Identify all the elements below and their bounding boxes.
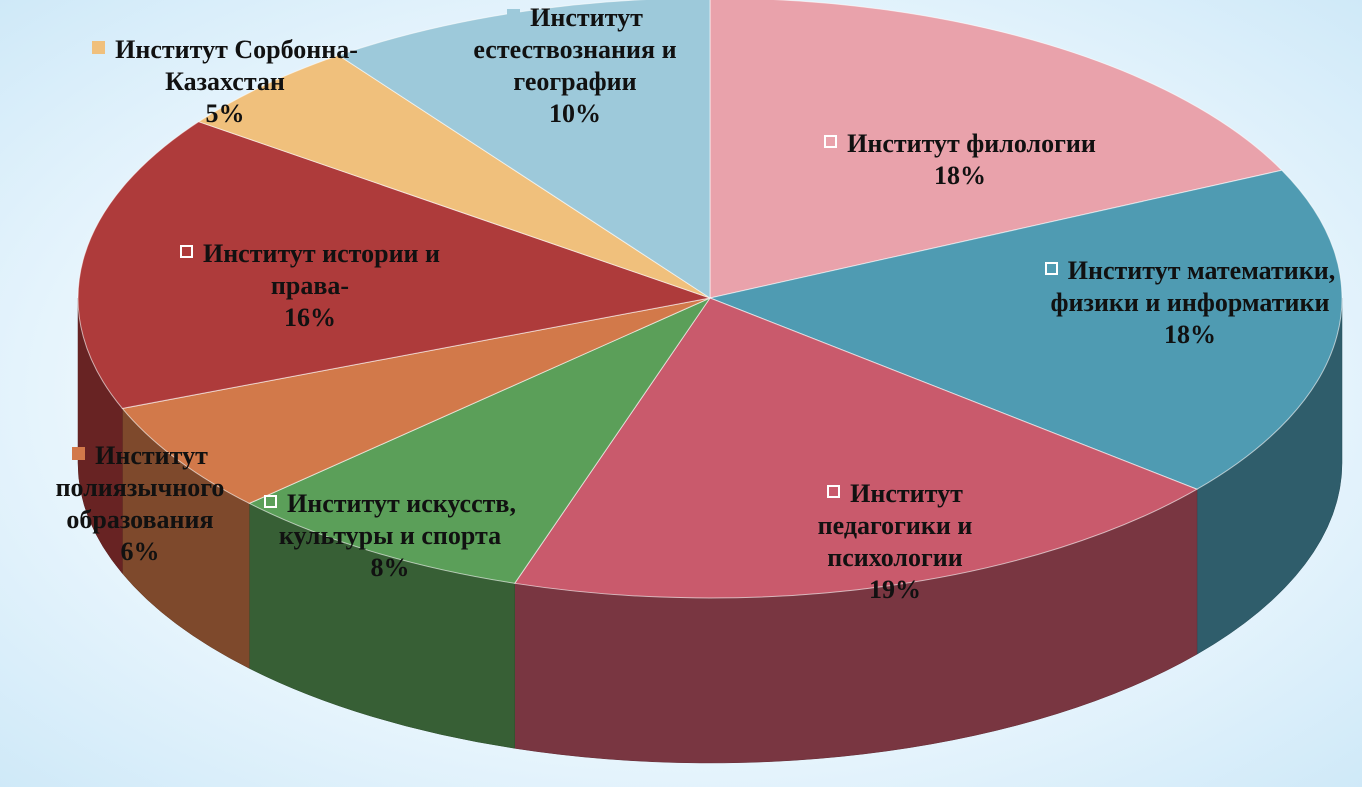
label-name: Институт филологии: [847, 129, 1096, 158]
label-value: 16%: [284, 303, 336, 332]
label-name: Институт истории и права-: [202, 239, 441, 300]
data-label: Институт Сорбонна-Казахстан 5%: [60, 34, 390, 130]
legend-marker: [179, 245, 193, 258]
slice: [708, 169, 1343, 490]
label-value: 19%: [869, 575, 921, 604]
legend-marker: [824, 135, 838, 148]
label-name: Институт математики, физики и информатик…: [1050, 256, 1336, 317]
data-label: Институт математики, физики и информатик…: [1040, 255, 1340, 351]
label-value: 18%: [1164, 320, 1216, 349]
data-label: Институт педагогики и психологии 19%: [760, 478, 1030, 606]
label-value: 10%: [549, 99, 601, 128]
data-label: Институт филологии 18%: [780, 128, 1140, 192]
legend-marker: [1044, 262, 1058, 275]
label-name: Институт педагогики и психологии: [817, 479, 973, 572]
legend-marker: [72, 447, 86, 460]
data-label: Институт истории и права- 16%: [140, 238, 480, 334]
label-name: Институт естествознания и географии: [473, 3, 677, 96]
label-value: 8%: [370, 553, 410, 582]
data-label: Институт искусств, культуры и спорта 8%: [230, 488, 550, 584]
label-name: Институт полиязычного образования: [55, 441, 225, 534]
label-value: 5%: [205, 99, 245, 128]
slice: [121, 297, 711, 504]
slice: [77, 121, 712, 409]
label-value: 6%: [120, 537, 160, 566]
slice: [513, 297, 1199, 599]
slice: [197, 54, 711, 299]
slice: [709, 0, 1283, 299]
legend-marker: [507, 9, 521, 22]
legend-marker: [92, 41, 106, 54]
label-name: Институт искусств, культуры и спорта: [278, 489, 516, 550]
data-label: Институт полиязычного образования 6%: [20, 440, 260, 568]
label-value: 18%: [934, 161, 986, 190]
data-label: Институт естествознания и географии 10%: [430, 2, 720, 130]
legend-marker: [827, 485, 841, 498]
slice: [248, 296, 712, 584]
legend-marker: [264, 495, 278, 508]
label-name: Институт Сорбонна-Казахстан: [115, 35, 358, 96]
